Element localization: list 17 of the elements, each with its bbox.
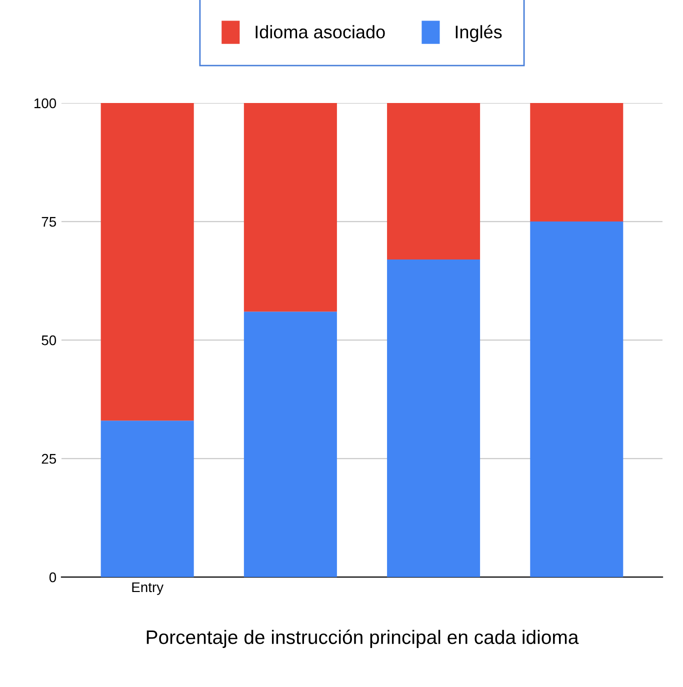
- bar: [244, 312, 337, 578]
- bar: [100, 103, 194, 421]
- bar: [530, 103, 624, 222]
- y-tick-label: 0: [49, 572, 56, 582]
- y-tick-label: 50: [42, 335, 56, 346]
- bar: [244, 103, 337, 312]
- bar: [387, 103, 480, 260]
- y-tick-label: 25: [42, 454, 56, 464]
- y-tick-label: 75: [42, 217, 56, 227]
- bar: [530, 222, 624, 578]
- x-tick-label: Entry: [132, 582, 164, 595]
- legend-label: Idioma asociado: [256, 25, 385, 38]
- legend-label: Inglés: [456, 24, 502, 42]
- bar: [387, 259, 480, 578]
- x-axis-title: Porcentaje de instrucción principal en cada idioma: [146, 630, 579, 648]
- bar: [100, 420, 194, 578]
- y-tick-label: 100: [34, 98, 56, 108]
